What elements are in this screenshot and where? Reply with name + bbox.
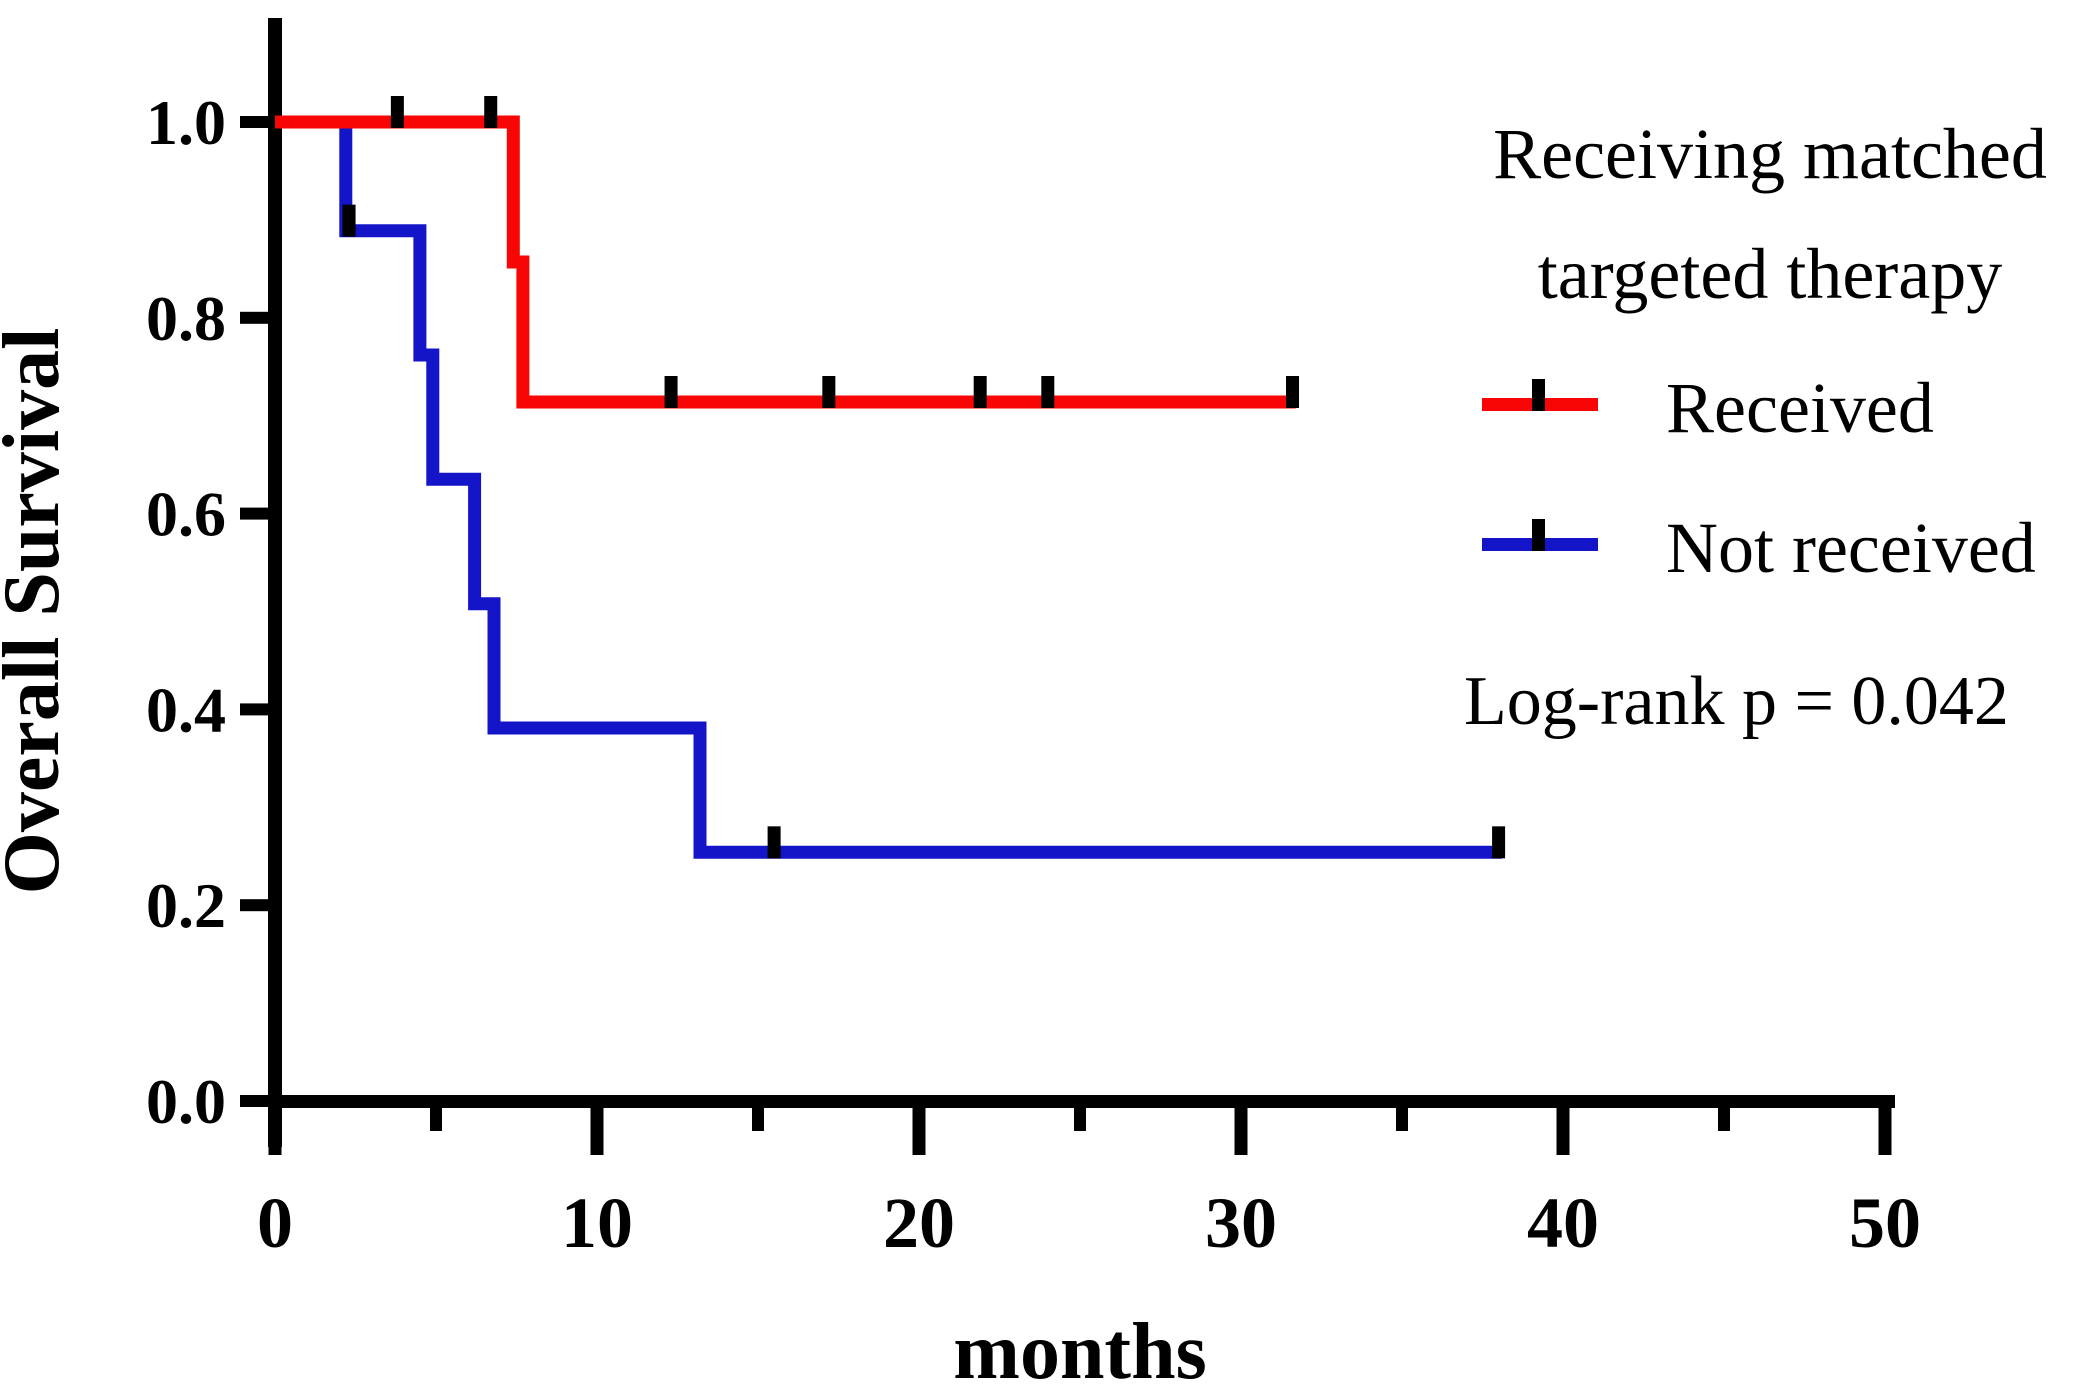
y-tick-label: 0.8	[146, 283, 226, 354]
y-tick-label: 0.2	[146, 870, 226, 941]
x-tick	[268, 1101, 282, 1155]
x-minor-tick	[1718, 1101, 1730, 1131]
y-tick-label: 0.6	[146, 479, 226, 550]
series-received-line	[275, 115, 1296, 409]
censor-layer	[342, 96, 1506, 859]
logrank-annotation: Log-rank p = 0.042	[1464, 663, 2009, 740]
y-tick-label: 0.0	[146, 1066, 226, 1137]
legend-entry-not-received: Not received	[1482, 508, 2036, 588]
legend-received-censor-icon	[1532, 379, 1545, 411]
censor-tick	[342, 204, 356, 237]
x-tick	[1234, 1101, 1248, 1155]
legend-title-line2: targeted therapy	[1538, 234, 2002, 314]
legend-label-not-received: Not received	[1666, 508, 2036, 588]
x-minor-tick	[430, 1101, 442, 1131]
censor-tick	[767, 826, 781, 859]
x-tick-label: 20	[883, 1183, 955, 1263]
y-tick	[240, 311, 276, 324]
x-minor-tick	[1396, 1101, 1408, 1131]
censor-tick	[1286, 375, 1300, 408]
y-tick-label: 1.0	[146, 87, 226, 158]
y-tick-label: 0.4	[146, 674, 226, 745]
censor-tick	[484, 96, 498, 128]
series-layer	[275, 115, 1502, 859]
censor-tick	[1041, 375, 1055, 408]
censor-tick	[822, 375, 836, 408]
censor-tick	[390, 96, 404, 128]
legend-entry-received: Received	[1482, 368, 1934, 448]
censor-tick	[664, 375, 678, 408]
x-tick-label: 10	[561, 1183, 633, 1263]
tick-label-layer: 1.0 0.8 0.6 0.4 0.2 0.0 0 10 20 30 40 50	[146, 87, 1921, 1263]
y-axis-line	[268, 18, 282, 1147]
x-tick	[1556, 1101, 1570, 1155]
y-tick	[240, 703, 276, 716]
x-tick	[1878, 1101, 1892, 1155]
legend-label-received: Received	[1666, 368, 1934, 448]
x-minor-tick	[752, 1101, 764, 1131]
censor-tick	[1492, 826, 1506, 859]
censor-tick	[973, 375, 987, 408]
x-tick-label: 50	[1849, 1183, 1921, 1263]
y-tick	[240, 1095, 276, 1107]
y-axis-title: Overall Survival	[0, 328, 76, 895]
legend-not-received-censor-icon	[1532, 519, 1545, 551]
x-tick-label: 30	[1205, 1183, 1277, 1263]
x-tick	[590, 1101, 604, 1155]
axes-layer	[240, 18, 1895, 1155]
x-minor-tick	[1074, 1101, 1086, 1131]
y-tick	[240, 899, 276, 912]
series-not-received-line	[275, 115, 1502, 859]
x-tick-label: 40	[1527, 1183, 1599, 1263]
y-tick	[240, 116, 276, 128]
legend: Receiving matched targeted therapy Recei…	[1482, 114, 2047, 588]
x-tick	[912, 1101, 926, 1155]
x-tick-label: 0	[257, 1183, 293, 1263]
legend-title-line1: Receiving matched	[1493, 114, 2047, 194]
x-axis-title: months	[953, 1308, 1206, 1396]
y-tick	[240, 507, 276, 520]
